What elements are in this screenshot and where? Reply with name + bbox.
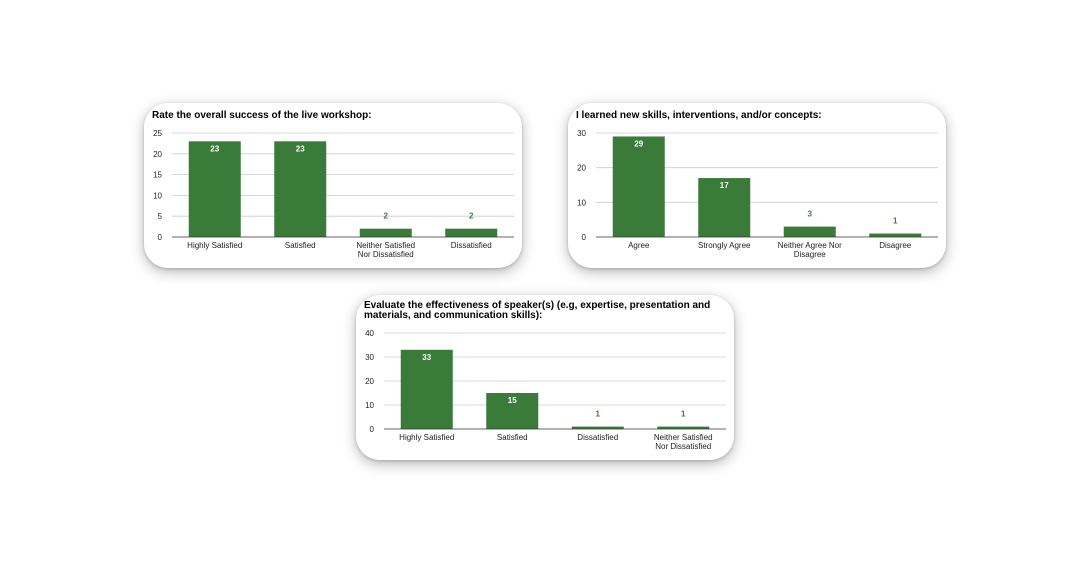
data-label: 1	[681, 410, 686, 419]
bar-chart-speaker-effectiveness: 0 10 20 30 40 33 Highly Satisfied 15 Satisfied 1 D…	[365, 329, 726, 451]
x-tick-label: Neither Satisfied Nor Dissatisfied	[654, 433, 713, 451]
bar	[783, 226, 836, 237]
bar	[274, 141, 327, 237]
y-tick-label: 30	[365, 353, 374, 362]
data-label: 2	[469, 212, 474, 221]
y-tick-label: 25	[153, 129, 162, 138]
data-label: 23	[210, 144, 219, 153]
bar	[869, 233, 922, 237]
x-tick-label: Strongly Agree	[698, 241, 751, 250]
data-label: 29	[634, 139, 643, 148]
chart-title: Evaluate the effectiveness of speaker(s)…	[364, 300, 711, 321]
y-tick-label: 20	[153, 150, 162, 159]
y-tick-label: 0	[582, 233, 587, 242]
x-tick-label: Satisfied	[497, 433, 528, 442]
y-tick-label: 0	[158, 233, 163, 242]
y-tick-label: 30	[577, 129, 586, 138]
bar	[657, 426, 710, 429]
x-tick-label: Highly Satisfied	[187, 241, 242, 250]
x-tick-label: Agree	[628, 241, 650, 250]
bar	[612, 136, 665, 237]
bar	[486, 393, 539, 429]
data-label: 33	[422, 353, 431, 362]
x-tick-label: Satisfied	[285, 241, 316, 250]
bar-chart-new-skills: 0 10 20 30 29 Agree 17 Strongly Agree 3 Neither A…	[577, 129, 938, 259]
chart-card-workshop-success: Rate the overall success of the live wor…	[144, 103, 522, 268]
x-tick-label: Highly Satisfied	[399, 433, 454, 442]
data-label: 3	[808, 210, 813, 219]
y-tick-label: 20	[577, 164, 586, 173]
data-label: 1	[893, 217, 898, 226]
x-tick-label: Dissatisfied	[577, 433, 618, 442]
bar	[571, 426, 624, 429]
chart-title: Rate the overall success of the live wor…	[152, 110, 372, 121]
x-tick-label: Dissatisfied	[451, 241, 492, 250]
bar	[359, 228, 412, 237]
bar-chart-workshop-success: 0 5 10 15 20 25 23 Highly Satisfied 23 Satisfied 2…	[153, 129, 514, 259]
data-label: 15	[508, 396, 517, 405]
bar	[188, 141, 241, 237]
y-tick-label: 10	[577, 198, 586, 207]
y-tick-label: 20	[365, 377, 374, 386]
y-tick-label: 5	[158, 212, 163, 221]
x-tick-label: Neither Agree Nor Disagree	[778, 241, 842, 259]
x-tick-label: Neither Satisfied Nor Dissatisfied	[356, 241, 415, 259]
y-tick-label: 40	[365, 329, 374, 338]
chart-title: I learned new skills, interventions, and…	[576, 110, 822, 121]
chart-card-speaker-effectiveness: Evaluate the effectiveness of speaker(s)…	[356, 295, 734, 460]
y-tick-label: 10	[365, 401, 374, 410]
data-label: 17	[720, 181, 729, 190]
y-tick-label: 15	[153, 171, 162, 180]
bar	[400, 349, 453, 429]
data-label: 2	[384, 212, 389, 221]
x-tick-label: Disagree	[879, 241, 912, 250]
y-tick-label: 10	[153, 191, 162, 200]
bar	[445, 228, 498, 237]
chart-card-new-skills: I learned new skills, interventions, and…	[568, 103, 946, 268]
data-label: 1	[596, 410, 601, 419]
y-tick-label: 0	[370, 425, 375, 434]
bar	[698, 178, 751, 237]
data-label: 23	[296, 144, 305, 153]
